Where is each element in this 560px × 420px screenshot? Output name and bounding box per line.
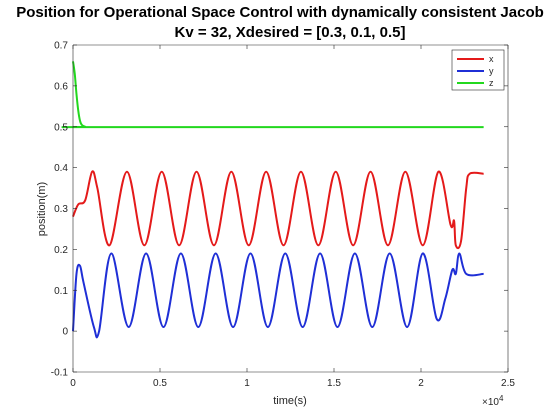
- y-tick-label: 0.3: [54, 204, 68, 215]
- plot-area: [73, 45, 508, 372]
- series-layer: [61, 61, 484, 339]
- series-line-y: [72, 252, 484, 339]
- x-tick-label: 2: [418, 378, 424, 389]
- y-tick-label: 0.7: [54, 41, 68, 52]
- series-line-x: [72, 170, 484, 250]
- y-tick-label: 0.1: [54, 286, 68, 297]
- chart-title: Position for Operational Space Control w…: [16, 4, 544, 21]
- legend-label-x: x: [489, 54, 494, 64]
- y-tick-label: 0.2: [54, 245, 68, 256]
- y-tick-label: -0.1: [51, 368, 69, 379]
- legend-label-y: y: [489, 66, 494, 76]
- y-tick-label: 0.6: [54, 81, 68, 92]
- series-line-z: [61, 61, 484, 129]
- legend-items: xyz: [457, 54, 494, 88]
- y-tick-label: 0.4: [54, 163, 68, 174]
- y-axis-label: position(m): [36, 182, 48, 236]
- x-tick-label: 1.5: [327, 378, 341, 389]
- y-tick-label: 0.5: [54, 122, 68, 133]
- x-exponent-label: ×104: [482, 394, 504, 408]
- x-exponent-base: ×10: [482, 397, 499, 408]
- x-ticks: 0 0.5 1 1.5 2 2.5: [70, 45, 515, 389]
- x-tick-label: 0: [70, 378, 76, 389]
- x-tick-label: 2.5: [501, 378, 515, 389]
- chart-subtitle: Kv = 32, Xdesired = [0.3, 0.1, 0.5]: [175, 24, 406, 41]
- legend-label-z: z: [489, 78, 494, 88]
- x-axis-label: time(s): [273, 395, 307, 407]
- x-exponent-power: 4: [499, 394, 504, 403]
- x-tick-label: 0.5: [153, 378, 167, 389]
- y-tick-label: 0: [62, 327, 68, 338]
- x-tick-label: 1: [244, 378, 250, 389]
- legend: xyz: [451, 49, 505, 91]
- y-ticks: -0.1 0 0.1 0.2 0.3 0.4 0.5 0.6 0.7: [51, 41, 508, 379]
